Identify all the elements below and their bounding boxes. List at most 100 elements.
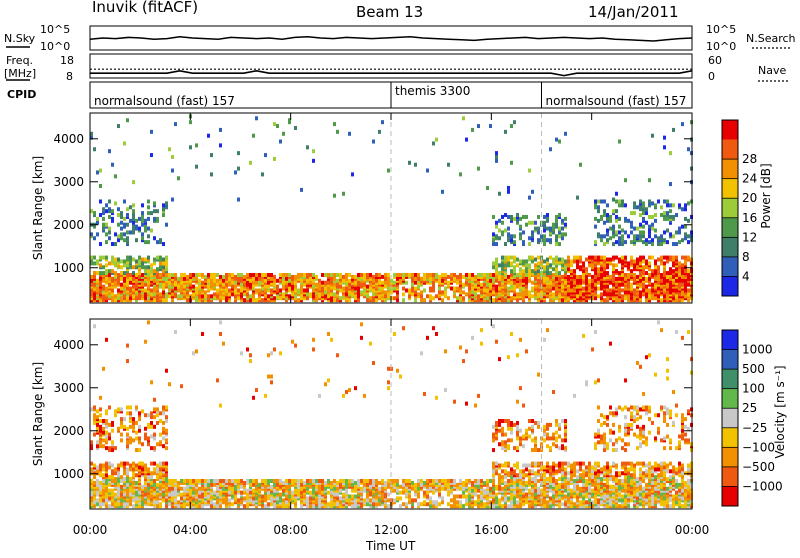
data-cell [159,433,162,437]
data-cell [210,483,213,487]
data-cell [669,151,672,155]
data-cell [654,265,657,269]
data-cell [357,273,360,277]
data-cell [603,273,606,277]
data-cell [123,504,126,508]
data-cell [453,273,456,277]
data-cell [237,277,240,281]
data-cell [459,296,462,300]
data-cell [132,225,135,229]
data-cell [498,287,501,291]
data-cell [576,263,579,267]
data-cell [213,491,216,495]
data-cell [537,238,540,242]
data-cell [630,240,633,244]
data-cell [441,479,444,483]
station-title: Inuvik (fitACF) [92,0,198,16]
data-cell [132,277,135,281]
data-cell [165,504,168,508]
data-cell [552,261,555,265]
data-cell [510,269,513,273]
data-cell [255,496,258,500]
data-cell [384,481,387,485]
data-cell [108,215,111,219]
data-cell [426,494,429,498]
data-cell [264,279,267,283]
data-cell [129,287,132,291]
data-cell [132,213,135,217]
data-cell [123,141,126,145]
data-cell [126,489,129,493]
data-cell [600,234,603,238]
data-cell [132,489,135,493]
data-cell [144,294,147,298]
data-cell [462,116,465,120]
data-cell [174,281,177,285]
data-cell [504,469,507,473]
data-cell [645,292,648,296]
data-cell [687,298,690,302]
data-cell [534,227,537,231]
data-cell [669,256,672,260]
data-cell [462,290,465,294]
data-cell [621,199,624,203]
data-cell [564,132,567,136]
data-cell [612,229,615,233]
data-cell [249,359,252,363]
frequency-right-tick-top: 60 [708,54,722,67]
data-cell [498,473,501,477]
data-cell [306,500,309,504]
data-cell [594,271,597,275]
data-cell [519,288,522,292]
data-cell [411,481,414,485]
data-cell [654,234,657,238]
data-cell [123,238,126,242]
data-cell [138,294,141,298]
data-cell [363,288,366,292]
data-cell [513,265,516,269]
data-cell [564,267,567,271]
data-cell [633,263,636,267]
data-cell [108,423,111,427]
data-cell [678,230,681,234]
data-cell [627,219,630,223]
data-cell [114,294,117,298]
data-cell [687,283,690,287]
data-cell [114,446,117,450]
data-cell [180,487,183,491]
data-cell [453,479,456,483]
data-cell [132,294,135,298]
data-cell [465,292,468,296]
data-cell [135,283,138,287]
data-cell [657,281,660,285]
data-cell [444,277,447,281]
data-cell [603,213,606,217]
data-cell [189,479,192,483]
data-cell [138,465,141,469]
data-cell [450,287,453,291]
data-cell [282,504,285,508]
data-cell [453,294,456,298]
data-cell [639,273,642,277]
data-cell [126,493,129,497]
data-cell [597,256,600,260]
data-cell [99,277,102,281]
data-cell [93,421,96,425]
data-cell [99,213,102,217]
data-cell [276,285,279,289]
data-cell [399,504,402,508]
data-cell [438,487,441,491]
data-cell [216,279,219,283]
data-cell [255,288,258,292]
data-cell [198,504,201,508]
data-cell [510,256,513,260]
data-cell [360,487,363,491]
data-cell [339,483,342,487]
data-cell [474,404,477,408]
data-cell [126,462,129,466]
data-cell [663,211,666,215]
data-cell [240,479,243,483]
data-cell [195,489,198,493]
data-cell [153,236,156,240]
data-cell [153,415,156,419]
